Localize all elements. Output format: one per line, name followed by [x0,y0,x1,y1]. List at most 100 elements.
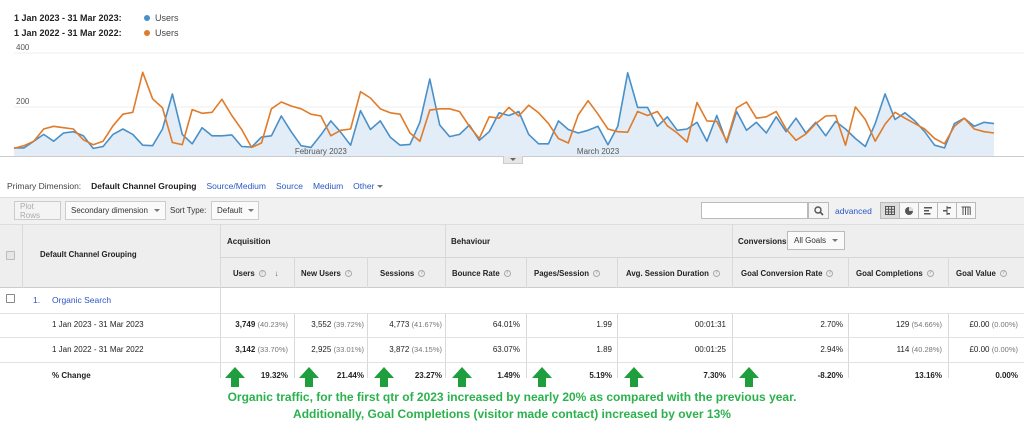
help-icon[interactable]: ? [258,270,266,278]
table-search-input[interactable] [701,202,808,219]
help-icon[interactable]: ? [418,270,426,278]
share: (39.72%) [333,320,364,329]
group-header-behaviour: Behaviour [451,237,491,246]
help-icon[interactable]: ? [926,270,934,278]
goals-select-value: All Goals [794,236,827,245]
row-organic-search-link[interactable]: Organic Search [52,295,112,305]
value: 2,925 [311,345,332,354]
goal-value-2023: £0.00 (0.00%) [969,320,1018,329]
divider [948,257,949,288]
row-checkbox[interactable] [6,294,15,303]
column-label: New Users [301,269,341,278]
column-header-goal-value[interactable]: Goal Value? [956,269,1007,278]
goal-completions-2022: 114 (40.28%) [897,345,942,354]
column-label: Sessions [380,269,415,278]
divider [732,313,733,378]
green-up-arrow-icon [374,367,394,387]
checkbox [6,294,15,303]
secondary-dimension-select[interactable]: Secondary dimension [65,201,166,220]
x-tick-label: March 2023 [577,147,620,156]
divider [617,257,618,288]
legend-series-name: Users [155,27,179,38]
sort-type-value: Default [217,206,243,215]
secondary-dimension-label: Secondary dimension [71,206,148,215]
table-header [0,224,1024,288]
help-icon[interactable]: ? [593,270,601,278]
avg-duration-2023: 00:01:31 [694,320,726,329]
row-index: 1. [33,295,41,305]
divider [220,224,221,378]
bounce-rate-change: 1.49% [497,371,520,380]
comparison-view-button[interactable] [937,202,957,219]
pages-session-2023: 1.99 [596,320,612,329]
caption-line-2: Additionally, Goal Completions (visitor … [293,407,731,421]
change-row-label: % Change [52,371,91,380]
divider [0,362,1024,363]
help-icon[interactable]: ? [503,270,511,278]
primary-dimension-source-medium[interactable]: Source/Medium [206,181,266,191]
help-icon[interactable]: ? [344,270,352,278]
advanced-filter-link[interactable]: advanced [835,206,872,216]
pie-view-button[interactable] [899,202,919,219]
value: 3,552 [311,320,332,329]
legend-series-name: Users [155,12,179,23]
column-label: Bounce Rate [452,269,500,278]
divider [220,257,1024,258]
divider [0,313,1024,314]
search-button[interactable] [808,202,829,219]
chevron-down-icon [248,209,255,212]
primary-dimension-other-dropdown[interactable]: Other [353,181,384,191]
sort-type-select[interactable]: Default [211,201,259,220]
bounce-rate-2023: 64.01% [492,320,520,329]
help-icon[interactable]: ? [826,270,834,278]
primary-dimension-medium[interactable]: Medium [312,181,344,191]
column-header-goal-completions[interactable]: Goal Completions? [856,269,934,278]
data-table-view-button[interactable] [880,202,900,219]
legend-dot [144,29,150,36]
value: 3,749 [235,320,256,329]
primary-dimension-source[interactable]: Source [276,181,303,191]
y-tick-label: 200 [16,97,30,106]
bounce-rate-2022: 63.07% [492,345,520,354]
term-cloud-view-button[interactable] [956,202,976,219]
column-label: Goal Conversion Rate [741,269,823,278]
help-icon[interactable]: ? [712,270,720,278]
users-2023: 3,749 (40.23%) [235,320,288,329]
legend-range: 1 Jan 2022 - 31 Mar 2022: [14,27,122,38]
column-header-bounce-rate[interactable]: Bounce Rate? [452,269,511,278]
share: (33.70%) [257,345,288,354]
group-header-conversions: Conversions [738,237,787,246]
value: £0.00 [969,320,990,329]
goal-conv-rate-2022: 2.94% [820,345,843,354]
column-header-new-users[interactable]: New Users? [301,269,352,278]
column-header-pages-session[interactable]: Pages/Session? [534,269,601,278]
column-label: Goal Value [956,269,996,278]
divider [22,224,23,288]
value: 129 [895,320,910,329]
divider [526,257,527,288]
chart-collapse-toggle[interactable] [503,156,523,164]
share: (34.15%) [411,345,442,354]
column-header-goal-conversion-rate[interactable]: Goal Conversion Rate? [741,269,834,278]
divider [367,257,368,288]
divider [732,224,733,288]
green-up-arrow-icon [532,367,552,387]
plot-rows-button[interactable]: Plot Rows [14,201,61,220]
share: (54.66%) [911,320,942,329]
goals-select[interactable]: All Goals [787,231,846,250]
column-header-sessions[interactable]: Sessions? [380,269,426,278]
value: 114 [896,345,910,354]
users-2022: 3,142 (33.70%) [235,345,288,354]
help-icon[interactable]: ? [999,270,1007,278]
divider [848,257,849,288]
avg-duration-2022: 00:01:25 [694,345,726,354]
select-all-checkbox[interactable] [6,251,15,260]
divider [848,313,849,378]
users-change: 19.32% [260,371,288,380]
dimension-header[interactable]: Default Channel Grouping [40,250,137,259]
performance-view-button[interactable] [918,202,938,219]
column-header-users[interactable]: Users? ↓ [233,269,279,278]
pages-session-change: 5.19% [589,371,612,380]
value: £0.00 [969,345,990,354]
column-header-avg-session-duration[interactable]: Avg. Session Duration? [626,269,720,278]
